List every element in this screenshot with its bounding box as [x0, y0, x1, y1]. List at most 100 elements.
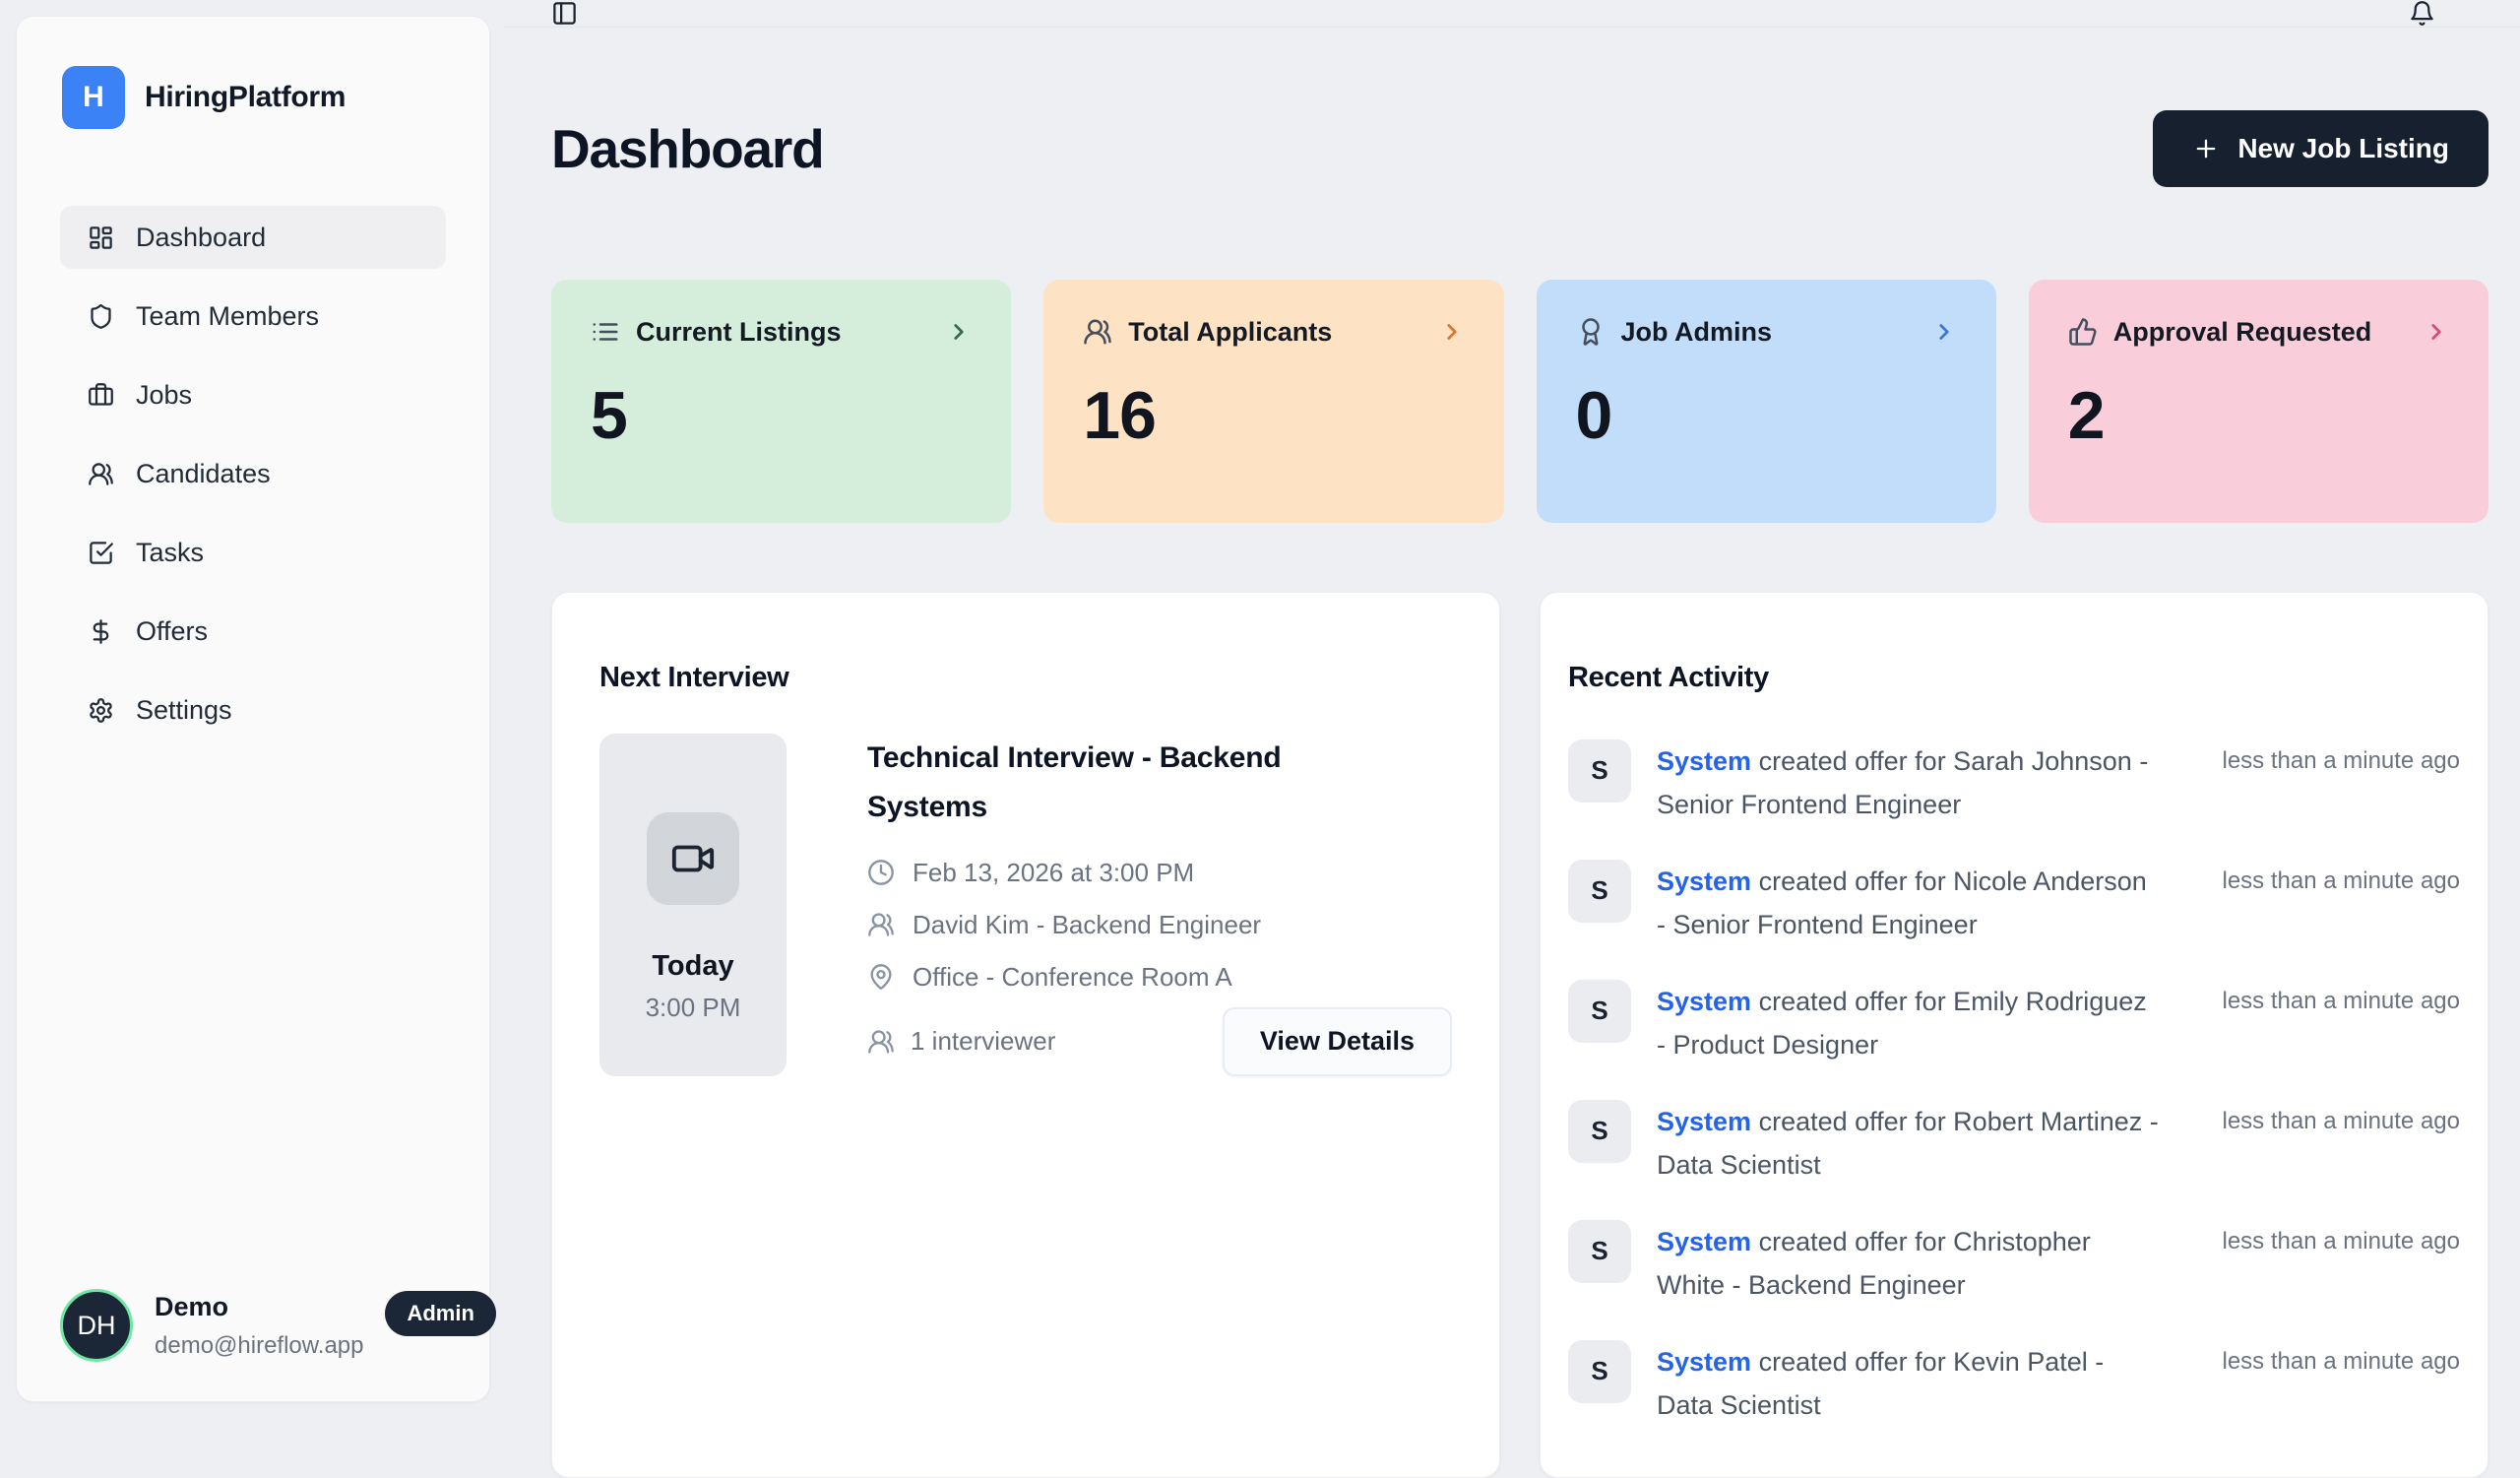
- activity-item: S System created offer for Sarah Johnson…: [1568, 739, 2460, 826]
- avatar: DH: [60, 1289, 133, 1362]
- map-pin-icon: [867, 963, 895, 991]
- sidebar: H HiringPlatform Dashboard Team Members …: [16, 16, 496, 1402]
- sidebar-item-offers[interactable]: Offers: [60, 600, 446, 663]
- interview-location: Office - Conference Room A: [913, 961, 1232, 992]
- sidebar-toggle-button[interactable]: [551, 0, 578, 27]
- stat-card-approval-requested[interactable]: Approval Requested 2: [2028, 279, 2488, 523]
- interview-title: Technical Interview - Backend Systems: [867, 740, 1282, 823]
- activity-avatar: S: [1568, 859, 1631, 923]
- sidebar-item-tasks[interactable]: Tasks: [60, 521, 446, 584]
- user-profile[interactable]: DH Demo demo@hireflow.app Admin: [60, 1289, 496, 1362]
- activity-text: System created offer for Kevin Patel - D…: [1657, 1340, 2161, 1427]
- sidebar-item-dashboard[interactable]: Dashboard: [60, 206, 446, 269]
- recent-activity-title: Recent Activity: [1568, 661, 1769, 693]
- sidebar-item-label: Tasks: [136, 537, 205, 567]
- activity-list: S System created offer for Sarah Johnson…: [1568, 739, 2460, 1427]
- activity-actor-link[interactable]: System: [1657, 1106, 1752, 1136]
- thumbs-up-icon: [2068, 317, 2098, 347]
- new-job-listing-button[interactable]: New Job Listing: [2153, 109, 2488, 187]
- stat-label: Job Admins: [1620, 316, 1773, 347]
- check-square-icon: [88, 540, 114, 566]
- activity-actor-link[interactable]: System: [1657, 1226, 1752, 1256]
- activity-action: created offer for Christopher White - Ba…: [1657, 1226, 2091, 1300]
- dollar-icon: [88, 618, 114, 645]
- stat-label: Approval Requested: [2112, 316, 2372, 347]
- plus-icon: [2192, 135, 2220, 162]
- stat-card-job-admins[interactable]: Job Admins 0: [1536, 279, 1996, 523]
- brand-logo: H: [62, 66, 125, 129]
- activity-actor-link[interactable]: System: [1657, 745, 1752, 776]
- dashboard-icon: [88, 225, 114, 251]
- interview-details: Technical Interview - Backend Systems Fe…: [867, 734, 1452, 1076]
- sidebar-item-candidates[interactable]: Candidates: [60, 442, 446, 505]
- sidebar-item-settings[interactable]: Settings: [60, 678, 446, 741]
- activity-item: S System created offer for Christopher W…: [1568, 1219, 2460, 1307]
- new-job-listing-label: New Job Listing: [2237, 132, 2449, 163]
- user-name: Demo: [155, 1291, 229, 1321]
- activity-item: S System created offer for Kevin Patel -…: [1568, 1339, 2460, 1427]
- content: Dashboard New Job Listing Current Listin…: [504, 28, 2520, 1478]
- interview-location-row: Office - Conference Room A: [867, 962, 1452, 993]
- stat-card-total-applicants[interactable]: Total Applicants 16: [1043, 279, 1504, 523]
- chevron-right-icon: [1931, 319, 1957, 345]
- sidebar-item-label: Jobs: [136, 379, 193, 410]
- stat-label: Total Applicants: [1128, 316, 1333, 347]
- recent-activity-panel: Recent Activity S System created offer f…: [1540, 591, 2488, 1478]
- interview-date-label: Today: [652, 949, 734, 982]
- video-tile: [647, 811, 739, 905]
- sidebar-item-jobs[interactable]: Jobs: [60, 363, 446, 426]
- activity-item: S System created offer for Emily Rodrigu…: [1568, 979, 2460, 1066]
- activity-avatar: S: [1568, 979, 1631, 1043]
- activity-action: created offer for Kevin Patel - Data Sci…: [1657, 1346, 2105, 1420]
- user-meta: Demo demo@hireflow.app: [155, 1292, 363, 1360]
- stat-header: Job Admins: [1576, 317, 1957, 348]
- notifications-button[interactable]: [2409, 0, 2435, 27]
- activity-avatar: S: [1568, 739, 1631, 803]
- activity-actor-link[interactable]: System: [1657, 1346, 1752, 1377]
- next-interview-title: Next Interview: [599, 661, 789, 693]
- interview-datetime: Feb 13, 2026 at 3:00 PM: [913, 857, 1195, 887]
- interview-person-row: David Kim - Backend Engineer: [867, 910, 1452, 940]
- activity-timestamp: less than a minute ago: [2222, 1107, 2461, 1134]
- users-icon: [867, 1028, 895, 1056]
- stat-value: 5: [591, 377, 628, 453]
- interview-footer: 1 interviewer View Details: [867, 1006, 1452, 1076]
- page-title: Dashboard: [551, 117, 825, 179]
- users-icon: [1083, 317, 1112, 347]
- interview-info: Feb 13, 2026 at 3:00 PM David Kim - Back…: [867, 858, 1452, 993]
- stat-value: 2: [2067, 377, 2106, 453]
- sidebar-item-team-members[interactable]: Team Members: [60, 285, 446, 348]
- activity-text: System created offer for Robert Martinez…: [1657, 1100, 2161, 1187]
- view-details-button[interactable]: View Details: [1222, 1006, 1452, 1076]
- activity-text: System created offer for Emily Rodriguez…: [1657, 980, 2161, 1066]
- brand-name: HiringPlatform: [145, 81, 346, 113]
- activity-actor-link[interactable]: System: [1657, 986, 1752, 1016]
- users-icon: [867, 911, 895, 938]
- sidebar-item-label: Team Members: [136, 300, 320, 331]
- page-head: Dashboard New Job Listing: [551, 81, 2488, 217]
- chevron-right-icon: [946, 319, 972, 345]
- stat-header: Approval Requested: [2068, 317, 2449, 348]
- bell-icon: [2409, 0, 2435, 27]
- activity-avatar: S: [1568, 1099, 1631, 1163]
- activity-text: System created offer for Nicole Anderson…: [1657, 860, 2161, 946]
- interview-datetime-row: Feb 13, 2026 at 3:00 PM: [867, 858, 1452, 888]
- brand: H HiringPlatform: [60, 66, 446, 129]
- panel-left-icon: [551, 0, 578, 27]
- activity-item: S System created offer for Nicole Anders…: [1568, 859, 2460, 946]
- activity-action: created offer for Emily Rodriguez - Prod…: [1657, 986, 2147, 1060]
- activity-action: created offer for Robert Martinez - Data…: [1657, 1106, 2159, 1180]
- briefcase-icon: [88, 382, 114, 409]
- chevron-right-icon: [2424, 319, 2449, 345]
- sidebar-item-label: Dashboard: [136, 222, 267, 252]
- activity-avatar: S: [1568, 1339, 1631, 1403]
- main-area: Dashboard New Job Listing Current Listin…: [504, 0, 2520, 1478]
- stat-header: Total Applicants: [1083, 317, 1464, 348]
- stat-card-current-listings[interactable]: Current Listings 5: [551, 279, 1012, 523]
- interviewer-count: 1 interviewer: [867, 1026, 1055, 1057]
- activity-actor-link[interactable]: System: [1657, 866, 1752, 896]
- sidebar-item-label: Settings: [136, 694, 232, 725]
- stat-value: 16: [1083, 377, 1157, 453]
- users-icon: [88, 461, 114, 487]
- chevron-right-icon: [1439, 319, 1465, 345]
